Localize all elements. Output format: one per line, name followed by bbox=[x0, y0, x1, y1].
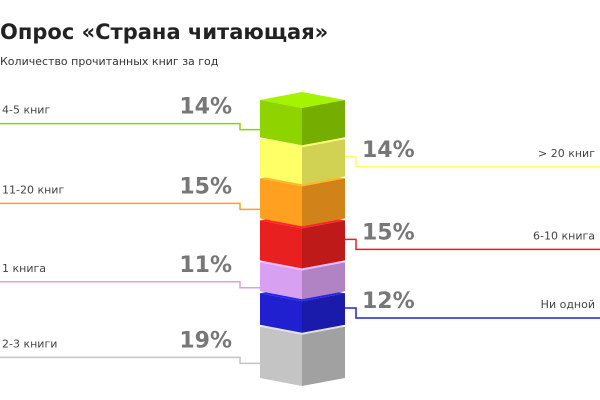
value-label: 19% bbox=[179, 328, 232, 353]
cube-front bbox=[260, 178, 302, 227]
category-label: Ни одной bbox=[541, 298, 595, 311]
value-label: 14% bbox=[362, 138, 415, 163]
category-label: 11-20 книг bbox=[2, 183, 64, 196]
cube-side bbox=[302, 178, 345, 227]
cube-side bbox=[302, 262, 345, 300]
cube-front bbox=[260, 262, 302, 300]
cube-front bbox=[260, 139, 302, 185]
cube-side bbox=[302, 326, 345, 386]
category-label: > 20 книг bbox=[538, 147, 595, 160]
value-label: 15% bbox=[179, 174, 232, 199]
value-label: 14% bbox=[179, 95, 232, 120]
cube-side bbox=[302, 220, 345, 269]
category-label: 4-5 книг bbox=[2, 104, 50, 117]
cube-side bbox=[302, 139, 345, 185]
chart-subtitle: Количество прочитанных книг за год bbox=[0, 55, 219, 68]
cube-front bbox=[260, 100, 302, 146]
leader-line bbox=[0, 281, 260, 289]
cube-side bbox=[302, 293, 345, 333]
cube-top bbox=[260, 92, 345, 108]
chart-title: Опрос «Страна читающая» bbox=[0, 20, 328, 44]
value-label: 11% bbox=[179, 253, 232, 278]
leader-line bbox=[0, 356, 260, 365]
leader-line bbox=[345, 307, 600, 319]
value-label: 12% bbox=[362, 289, 415, 314]
category-label: 2-3 книги bbox=[2, 337, 57, 350]
cube-front bbox=[260, 326, 302, 386]
value-label: 15% bbox=[362, 220, 415, 245]
leader-line bbox=[345, 238, 600, 251]
category-label: 1 книга bbox=[2, 262, 46, 275]
cube-front bbox=[260, 293, 302, 333]
cube-front bbox=[260, 220, 302, 269]
category-label: 6-10 книга bbox=[533, 229, 595, 242]
leader-line bbox=[0, 202, 260, 211]
leader-line bbox=[0, 122, 260, 131]
cube-side bbox=[302, 100, 345, 146]
leader-line bbox=[345, 156, 600, 168]
